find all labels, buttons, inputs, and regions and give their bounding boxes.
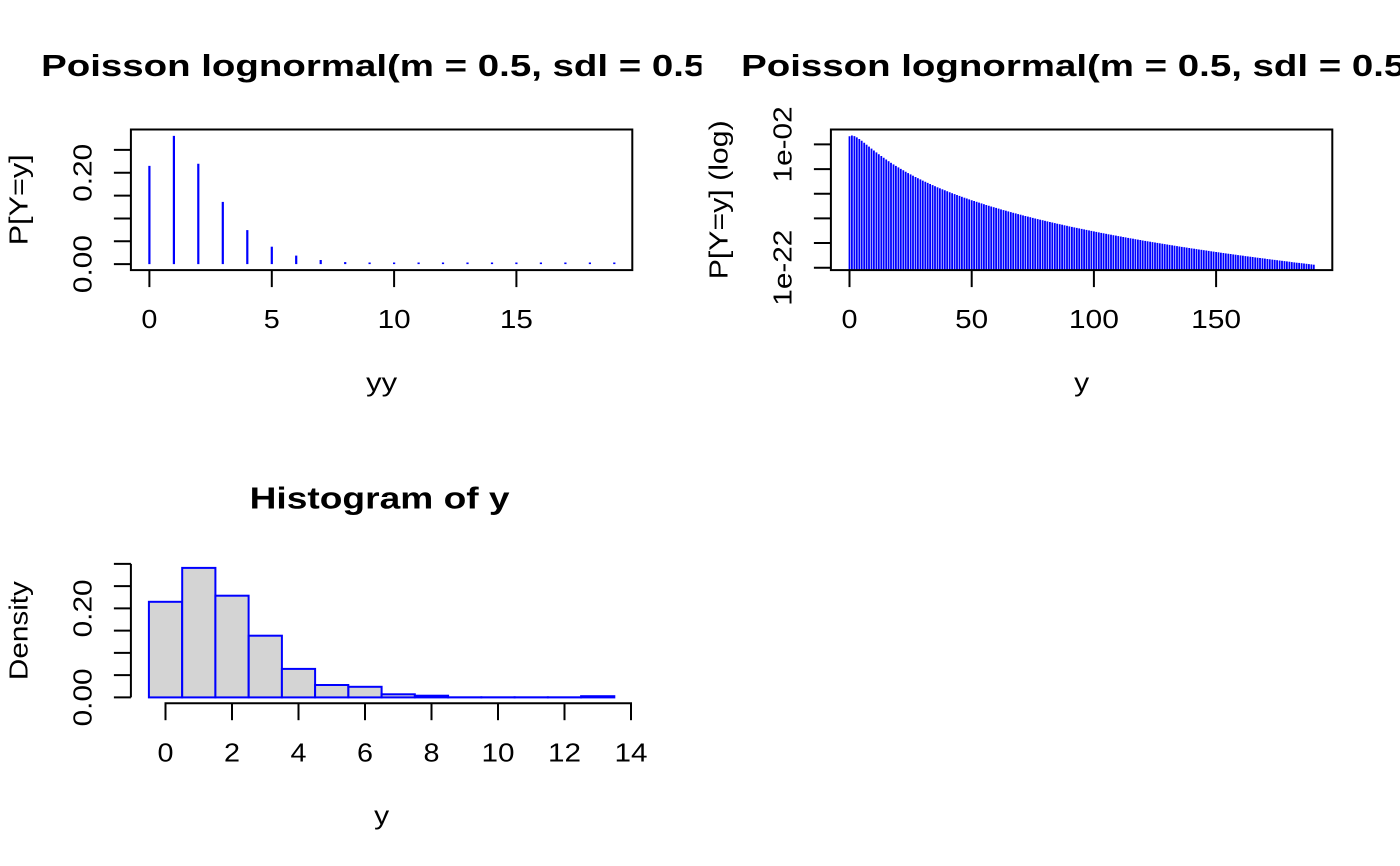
svg-text:1e-22: 1e-22 — [767, 230, 797, 306]
svg-text:Poisson lognormal(m = 0.5, sdl: Poisson lognormal(m = 0.5, sdl = 0.5) — [41, 48, 718, 83]
svg-text:yy: yy — [366, 367, 397, 397]
svg-text:2: 2 — [224, 738, 240, 768]
svg-text:Density: Density — [3, 581, 33, 680]
svg-text:4: 4 — [291, 738, 307, 768]
svg-text:8: 8 — [424, 738, 440, 768]
svg-text:0: 0 — [141, 304, 157, 334]
svg-text:Poisson lognormal(m = 0.5, sdl: Poisson lognormal(m = 0.5, sdl = 0.5) — [741, 48, 1400, 83]
svg-text:10: 10 — [378, 304, 411, 334]
svg-text:10: 10 — [482, 738, 515, 768]
svg-text:0.20: 0.20 — [67, 144, 97, 202]
svg-text:12: 12 — [548, 738, 581, 768]
svg-text:0: 0 — [158, 738, 174, 768]
svg-text:P[Y=y]: P[Y=y] — [3, 154, 33, 245]
svg-text:150: 150 — [1191, 304, 1241, 334]
svg-text:100: 100 — [1069, 304, 1119, 334]
svg-text:1e-02: 1e-02 — [767, 106, 797, 182]
svg-text:0.00: 0.00 — [67, 668, 97, 726]
svg-text:0: 0 — [842, 304, 858, 334]
svg-text:Histogram of y: Histogram of y — [250, 481, 511, 516]
svg-text:0.00: 0.00 — [67, 235, 97, 293]
svg-text:15: 15 — [500, 304, 533, 334]
svg-text:5: 5 — [264, 304, 280, 334]
svg-text:y: y — [1074, 367, 1089, 397]
svg-text:0.20: 0.20 — [67, 579, 97, 637]
svg-text:P[Y=y] (log): P[Y=y] (log) — [703, 120, 733, 279]
svg-text:14: 14 — [615, 738, 648, 768]
svg-text:y: y — [374, 800, 389, 830]
svg-text:6: 6 — [357, 738, 373, 768]
svg-text:50: 50 — [955, 304, 988, 334]
